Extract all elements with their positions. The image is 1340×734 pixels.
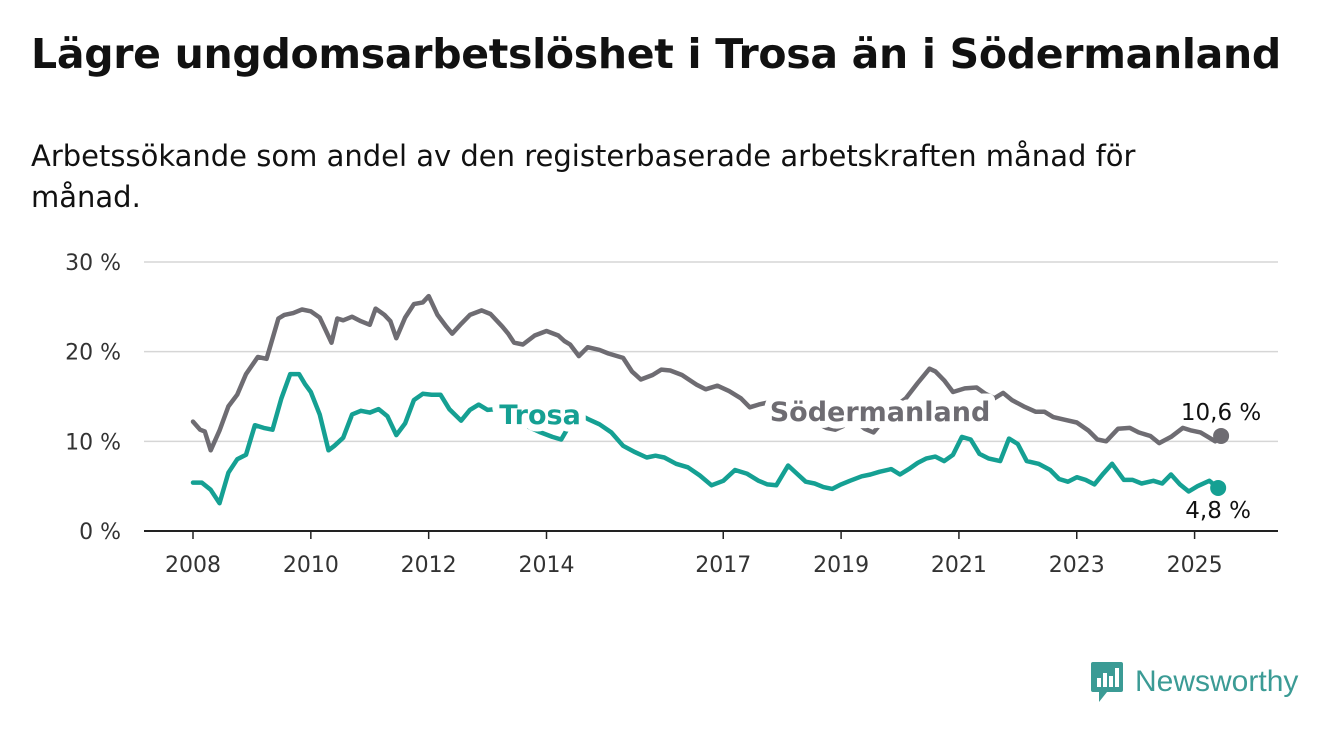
x-tick-label: 2019 xyxy=(813,553,869,578)
series-line-södermanland xyxy=(190,293,1224,453)
y-tick-label: 10 % xyxy=(65,430,121,455)
y-axis-ticks: 0 % 10 % 20 % 30 % xyxy=(65,251,121,545)
chart-title: Lägre ungdomsarbetslöshet i Trosa än i S… xyxy=(31,30,1281,78)
y-tick-label: 0 % xyxy=(79,520,121,545)
grid-lines xyxy=(144,261,1278,443)
newsworthy-logo-icon xyxy=(1091,662,1123,702)
end-value-label: 4,8 % xyxy=(1185,498,1251,524)
end-point-södermanland xyxy=(1213,427,1230,444)
x-tick-label: 2023 xyxy=(1049,553,1105,578)
y-tick-label: 20 % xyxy=(65,341,121,366)
x-tick-label: 2025 xyxy=(1167,553,1223,578)
end-value-label: 10,6 % xyxy=(1181,400,1261,426)
series-line-trosa xyxy=(190,371,1221,506)
series-lines xyxy=(190,293,1230,506)
y-tick-label: 30 % xyxy=(65,251,121,276)
x-tick-label: 2008 xyxy=(165,553,221,578)
chart-subtitle: Arbetssökande som andel av den registerb… xyxy=(31,139,1136,214)
x-tick-label: 2012 xyxy=(401,553,457,578)
brand-name: Newsworthy xyxy=(1135,665,1299,698)
end-point-trosa xyxy=(1210,479,1227,496)
brand-logo: Newsworthy xyxy=(1089,660,1298,704)
x-tick-label: 2017 xyxy=(695,553,751,578)
x-tick-label: 2021 xyxy=(931,553,987,578)
series-label-södermanland: Södermanland xyxy=(770,397,991,428)
x-tick-label: 2010 xyxy=(283,553,339,578)
series-label-trosa: Trosa xyxy=(499,400,581,431)
x-tick-label: 2014 xyxy=(519,553,575,578)
series-labels: 10,6 % 4,8 % Södermanland Trosa xyxy=(492,390,1261,524)
x-axis: 2008 2010 2012 2014 2017 2019 2021 2023 2025 xyxy=(144,530,1278,578)
